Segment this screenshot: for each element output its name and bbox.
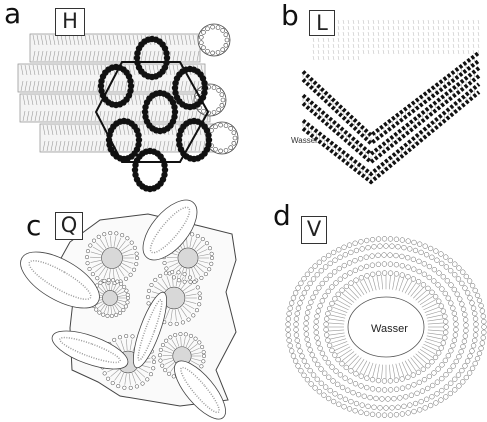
vesicle-tails [328,274,444,380]
head-group-rings [97,35,213,193]
rod-micelle [133,291,167,369]
water-label-vesicle: Wasser [371,323,408,335]
lamellar-phase-figure [301,19,481,185]
panel-b: b L Wasser [243,0,487,200]
water-label-lamellar: Wasser [291,136,318,145]
panel-c: c Q [0,199,243,422]
rod-micelle [20,251,100,309]
lipid-tube [29,33,201,63]
head-group-ring [171,65,209,111]
micelle [84,231,140,285]
panel-letter-b: b [281,0,299,32]
panel-a: a H [0,0,243,200]
head-group-ring [133,35,171,81]
hexagonal-lattice-outline [94,61,210,163]
head-group-ring [141,89,179,135]
micelle [161,232,215,284]
rod-micelles [20,199,226,420]
panel-letter-d: d [273,199,291,232]
rod-micelle [174,360,226,420]
phase-tag-v: V [301,216,327,244]
rod-micelle [51,330,129,370]
bilayer [301,82,481,185]
panel-letter-c: c [26,209,42,242]
head-group-ring [175,117,213,163]
vesicle-bilayer [285,236,487,418]
lipid-tube [39,123,216,153]
bilayer [301,51,481,147]
vesicle-water-core [347,296,425,358]
panel-d: d V Wasser [243,200,487,422]
head-group-ring [131,147,169,193]
bilayer [301,66,481,165]
vesicle-figure [285,236,487,418]
tube-end-cap [197,23,231,57]
bilayer-stack [301,51,481,185]
panel-letter-a: a [4,0,22,30]
hexagonal-phase-figure [17,23,239,193]
bilayer-top-surface [312,19,480,61]
rod-micelle [142,199,198,261]
phase-tag-q: Q [55,212,83,240]
phase-tag-h: H [55,8,85,36]
phase-tag-l: L [309,10,335,36]
head-group-ring [105,117,143,163]
cubic-phase-figure [20,199,237,420]
